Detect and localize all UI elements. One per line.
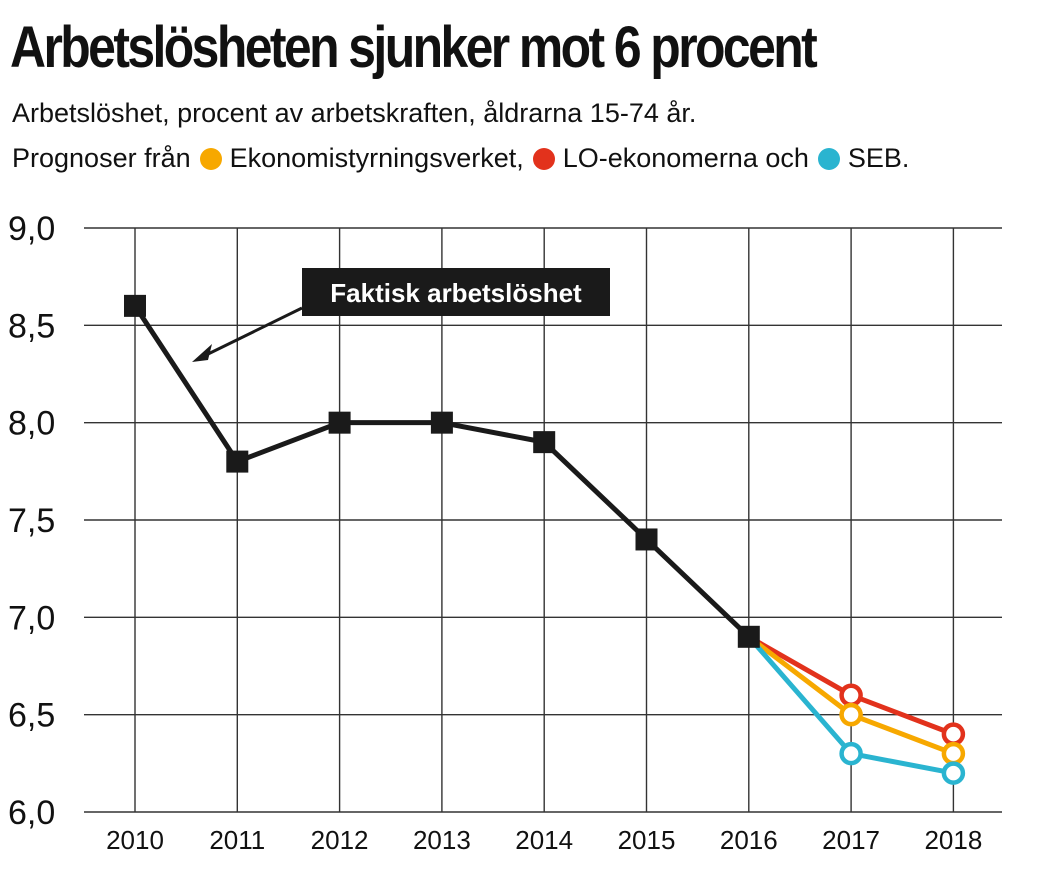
- legend-prefix: Prognoser från: [12, 143, 191, 173]
- chart-title: Arbetslösheten sjunker mot 6 procent: [10, 15, 818, 80]
- x-tick-label: 2016: [720, 825, 778, 855]
- legend-dot-esv: [199, 147, 222, 170]
- y-tick-label: 7,0: [8, 599, 55, 637]
- data-point: [941, 722, 966, 746]
- data-point: [533, 431, 556, 454]
- arrowhead-icon: [192, 344, 212, 362]
- legend-dot-lo: [532, 147, 555, 170]
- x-tick-label: 2014: [515, 825, 573, 855]
- data-point: [430, 411, 453, 434]
- data-point: [941, 741, 966, 766]
- legend-label-lo: LO-ekonomerna och: [562, 143, 809, 173]
- x-tick-label: 2017: [822, 825, 880, 855]
- x-tick-label: 2013: [413, 825, 471, 855]
- y-tick-label: 6,0: [8, 794, 55, 832]
- data-point: [328, 411, 351, 434]
- data-point: [226, 450, 249, 473]
- y-tick-label: 8,0: [8, 405, 55, 443]
- y-tick-label: 7,5: [8, 502, 55, 540]
- legend: Prognoser från Ekonomistyrningsverket, L…: [12, 143, 909, 174]
- annotation-box: [302, 268, 610, 316]
- x-tick-label: 2012: [311, 825, 369, 855]
- x-tick-label: 2010: [106, 825, 164, 855]
- y-tick-label: 8,5: [8, 307, 55, 345]
- data-point: [839, 702, 863, 727]
- legend-label-esv: Ekonomistyrningsverket,: [229, 143, 524, 173]
- data-point: [635, 528, 658, 551]
- legend-dot-seb: [817, 147, 840, 170]
- x-tick-label: 2011: [209, 825, 265, 855]
- data-point: [737, 625, 760, 648]
- data-point: [839, 683, 863, 707]
- y-tick-label: 9,0: [8, 210, 55, 248]
- data-point: [941, 761, 966, 785]
- y-tick-label: 6,5: [8, 697, 55, 735]
- data-point: [839, 741, 863, 766]
- annotation-label: Faktisk arbetslöshet: [330, 278, 582, 308]
- legend-label-seb: SEB.: [847, 143, 910, 173]
- chart-subtitle: Arbetslöshet, procent av arbetskraften, …: [12, 98, 697, 128]
- data-point: [124, 294, 146, 317]
- x-tick-label: 2015: [618, 825, 676, 855]
- x-tick-label: 2018: [924, 825, 982, 855]
- annotation-arrow: [203, 306, 303, 358]
